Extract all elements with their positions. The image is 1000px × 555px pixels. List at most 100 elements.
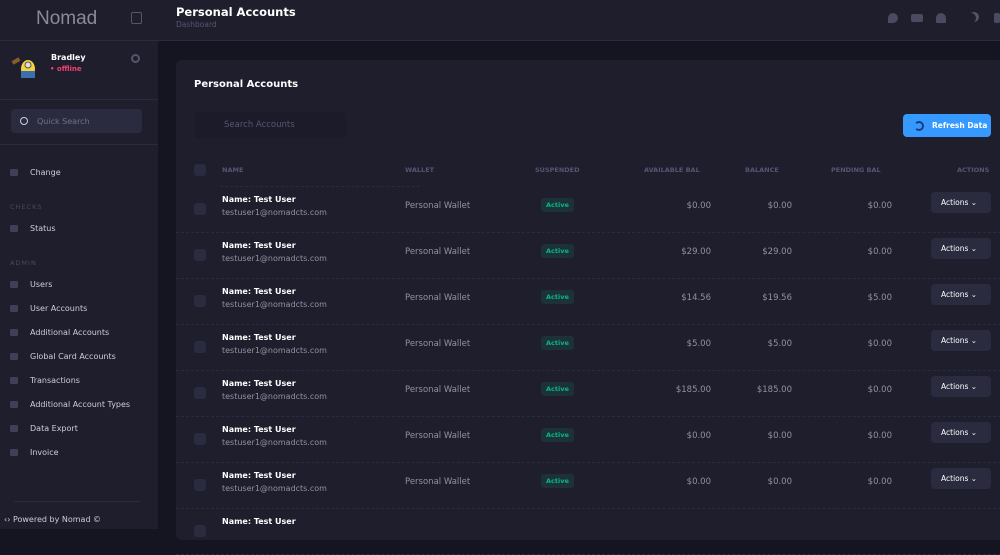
row-email: testuser1@nomadcts.com xyxy=(222,254,327,263)
sidebar: Nomad Bradley • offline Quick Search Cha… xyxy=(0,0,158,529)
bell-icon[interactable] xyxy=(936,13,946,23)
table-row: Name: Test User testuser1@nomadcts.com Pe… xyxy=(176,187,1000,233)
row-checkbox[interactable] xyxy=(194,387,206,399)
row-balance: $5.00 xyxy=(767,339,792,349)
actions-dropdown-button[interactable]: Actions ⌄ xyxy=(931,330,991,351)
row-available-bal: $0.00 xyxy=(686,477,711,487)
gear-icon[interactable] xyxy=(131,54,140,63)
sidebar-item-status[interactable]: Status xyxy=(10,224,56,233)
quick-search-input[interactable]: Quick Search xyxy=(11,109,142,133)
actions-dropdown-button[interactable]: Actions ⌄ xyxy=(931,422,991,443)
col-wallet[interactable]: WALLET xyxy=(405,166,435,174)
sidebar-item-data-export[interactable]: Data Export xyxy=(10,424,78,433)
actions-dropdown-button[interactable]: Actions ⌄ xyxy=(931,192,991,213)
sidebar-item-transactions[interactable]: Transactions xyxy=(10,376,80,385)
row-checkbox[interactable] xyxy=(194,249,206,261)
refresh-data-button[interactable]: Refresh Data xyxy=(903,114,991,137)
row-email: testuser1@nomadcts.com xyxy=(222,346,327,355)
sidebar-item-user-accounts[interactable]: User Accounts xyxy=(10,304,87,313)
sidebar-item-label: Invoice xyxy=(30,448,59,457)
refresh-label: Refresh Data xyxy=(932,121,988,130)
sidebar-item-label: Data Export xyxy=(30,424,78,433)
row-email: testuser1@nomadcts.com xyxy=(222,208,327,217)
divider xyxy=(0,144,158,145)
table-row: Name: Test User testuser1@nomadcts.com Pe… xyxy=(176,417,1000,463)
row-pending-bal: $0.00 xyxy=(867,385,892,395)
row-checkbox[interactable] xyxy=(194,479,206,491)
wallet-icon xyxy=(10,401,18,408)
actions-label: Actions xyxy=(941,474,969,483)
table-row: Name: Test User xyxy=(176,509,1000,555)
row-pending-bal: $0.00 xyxy=(867,247,892,257)
wallet-icon xyxy=(10,305,18,312)
row-wallet: Personal Wallet xyxy=(405,293,471,303)
code-icon: ‹› xyxy=(4,515,11,524)
pin-icon xyxy=(10,225,18,232)
card-icon xyxy=(10,353,18,360)
chevron-down-icon: ⌄ xyxy=(970,428,978,437)
download-icon xyxy=(10,425,18,432)
status-badge: Active xyxy=(541,336,574,350)
row-name: Name: Test User xyxy=(222,379,296,388)
sidebar-item-invoice[interactable]: Invoice xyxy=(10,448,59,457)
row-available-bal: $0.00 xyxy=(686,431,711,441)
table-row: Name: Test User testuser1@nomadcts.com Pe… xyxy=(176,279,1000,325)
actions-dropdown-button[interactable]: Actions ⌄ xyxy=(931,284,991,305)
row-wallet: Personal Wallet xyxy=(405,339,471,349)
row-balance: $0.00 xyxy=(767,477,792,487)
chevron-down-icon: ⌄ xyxy=(970,336,978,345)
col-pending-bal[interactable]: PENDING BAL xyxy=(831,166,881,174)
col-name[interactable]: NAME xyxy=(222,166,244,174)
sidebar-item-label: Change xyxy=(30,168,61,177)
sidebar-item-additional-account-types[interactable]: Additional Account Types xyxy=(10,400,130,409)
logo: Nomad xyxy=(36,8,98,29)
row-email: testuser1@nomadcts.com xyxy=(222,300,327,309)
table-row: Name: Test User testuser1@nomadcts.com Pe… xyxy=(176,463,1000,509)
col-available-bal[interactable]: AVAILABLE BAL xyxy=(644,166,700,174)
sidebar-item-label: Additional Accounts xyxy=(30,328,110,337)
moon-icon[interactable] xyxy=(966,13,976,23)
user-status: • offline xyxy=(50,65,82,73)
chat-icon xyxy=(10,169,18,176)
actions-label: Actions xyxy=(941,244,969,253)
col-balance[interactable]: BALANCE xyxy=(745,166,779,174)
section-checks: CHECKS xyxy=(10,203,43,211)
row-checkbox[interactable] xyxy=(194,203,206,215)
search-accounts-input[interactable]: Search Accounts xyxy=(194,112,346,138)
logout-icon[interactable] xyxy=(994,13,1000,23)
breadcrumb[interactable]: Dashboard xyxy=(176,20,217,29)
collapse-sidebar-icon[interactable] xyxy=(131,12,142,24)
row-balance: $185.00 xyxy=(756,385,792,395)
row-checkbox[interactable] xyxy=(194,295,206,307)
chevron-down-icon: ⌄ xyxy=(970,198,978,207)
sidebar-item-global-card-accounts[interactable]: Global Card Accounts xyxy=(10,352,116,361)
chevron-down-icon: ⌄ xyxy=(970,382,978,391)
topbar: Personal Accounts Dashboard xyxy=(158,0,1000,41)
powered-by: ‹› Powered by Nomad © xyxy=(4,515,101,524)
row-checkbox[interactable] xyxy=(194,433,206,445)
avatar xyxy=(11,57,35,78)
row-wallet: Personal Wallet xyxy=(405,385,471,395)
row-wallet: Personal Wallet xyxy=(405,201,471,211)
row-checkbox[interactable] xyxy=(194,341,206,353)
sidebar-item-change[interactable]: Change xyxy=(10,168,61,177)
ticket-icon[interactable] xyxy=(911,14,923,22)
row-checkbox[interactable] xyxy=(194,525,206,537)
location-icon[interactable] xyxy=(888,13,898,23)
row-name: Name: Test User xyxy=(222,241,296,250)
users-icon xyxy=(10,281,18,288)
status-badge: Active xyxy=(541,198,574,212)
col-suspended[interactable]: SUSPENDED xyxy=(535,166,580,174)
actions-dropdown-button[interactable]: Actions ⌄ xyxy=(931,376,991,397)
sidebar-item-additional-accounts[interactable]: Additional Accounts xyxy=(10,328,109,337)
transfer-icon xyxy=(10,377,18,384)
status-badge: Active xyxy=(541,382,574,396)
actions-dropdown-button[interactable]: Actions ⌄ xyxy=(931,468,991,489)
sidebar-item-users[interactable]: Users xyxy=(10,280,52,289)
actions-dropdown-button[interactable]: Actions ⌄ xyxy=(931,238,991,259)
row-email: testuser1@nomadcts.com xyxy=(222,484,327,493)
select-all-checkbox[interactable] xyxy=(194,164,206,176)
row-name: Name: Test User xyxy=(222,333,296,342)
triangle-icon xyxy=(10,329,18,336)
row-wallet: Personal Wallet xyxy=(405,247,471,257)
